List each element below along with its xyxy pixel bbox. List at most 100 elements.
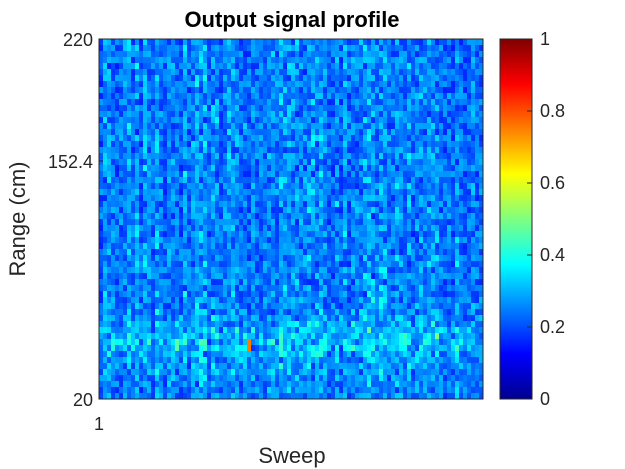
heatmap-cell [419, 369, 424, 376]
heatmap-cell [347, 195, 352, 202]
heatmap-cell [415, 159, 420, 166]
heatmap-cell [247, 105, 252, 112]
heatmap-cell [387, 297, 392, 304]
heatmap-cell [391, 357, 396, 364]
heatmap-cell [259, 201, 264, 208]
heatmap-cell [207, 117, 212, 124]
heatmap-cell [331, 321, 336, 328]
heatmap-cell [407, 129, 412, 136]
heatmap-cell [315, 219, 320, 226]
heatmap-cell [211, 75, 216, 82]
heatmap-cell [367, 171, 372, 178]
heatmap-cell [167, 213, 172, 220]
heatmap-cell [275, 285, 280, 292]
heatmap-cell [355, 105, 360, 112]
heatmap-cell [111, 249, 116, 256]
heatmap-cell [315, 93, 320, 100]
heatmap-cell [179, 357, 184, 364]
heatmap-cell [231, 291, 236, 298]
heatmap-cell [359, 57, 364, 64]
heatmap-cell [223, 261, 228, 268]
heatmap-cell [371, 63, 376, 70]
heatmap-cell [187, 345, 192, 352]
heatmap-cell [351, 261, 356, 268]
heatmap-cell [319, 369, 324, 376]
heatmap-cell [343, 159, 348, 166]
heatmap-cell [355, 171, 360, 178]
heatmap-cell [243, 75, 248, 82]
heatmap-cell [223, 327, 228, 334]
heatmap-cell [187, 369, 192, 376]
heatmap-cell [139, 105, 144, 112]
heatmap-cell [395, 357, 400, 364]
heatmap-cell [271, 189, 276, 196]
heatmap-cell [395, 237, 400, 244]
heatmap-cell [151, 147, 156, 154]
heatmap-cell [287, 321, 292, 328]
heatmap-cell [211, 141, 216, 148]
heatmap-cell [151, 63, 156, 70]
heatmap-cell [363, 231, 368, 238]
heatmap-cell [103, 129, 108, 136]
heatmap-cell [399, 297, 404, 304]
heatmap-cell [355, 147, 360, 154]
heatmap-cell [111, 393, 116, 400]
heatmap-cell [415, 219, 420, 226]
heatmap-cell [387, 141, 392, 148]
heatmap-cell [291, 171, 296, 178]
heatmap-cell [371, 321, 376, 328]
heatmap-cell [419, 279, 424, 286]
heatmap-cell [123, 153, 128, 160]
heatmap-cell [331, 237, 336, 244]
heatmap-cell [299, 315, 304, 322]
heatmap-cell [247, 237, 252, 244]
heatmap-cell [331, 357, 336, 364]
heatmap-cell [403, 195, 408, 202]
heatmap-cell [191, 267, 196, 274]
heatmap-cell [267, 249, 272, 256]
heatmap-cell [375, 39, 380, 46]
heatmap-cell [235, 57, 240, 64]
heatmap-cell [339, 345, 344, 352]
heatmap-cell [411, 75, 416, 82]
heatmap-cell [399, 123, 404, 130]
heatmap-cell [367, 135, 372, 142]
heatmap-cell [251, 351, 256, 358]
heatmap-cell [127, 135, 132, 142]
heatmap-cell [235, 297, 240, 304]
heatmap-cell [343, 153, 348, 160]
heatmap-cell [235, 207, 240, 214]
heatmap-cell [267, 201, 272, 208]
heatmap-cell [311, 63, 316, 70]
heatmap-cell [159, 303, 164, 310]
heatmap-cell [267, 45, 272, 52]
heatmap-cell [155, 81, 160, 88]
heatmap-cell [239, 117, 244, 124]
heatmap-cell [291, 387, 296, 394]
heatmap-cell [167, 183, 172, 190]
heatmap-cell [267, 267, 272, 274]
heatmap-cell [139, 201, 144, 208]
heatmap-cell [163, 345, 168, 352]
heatmap-cell [187, 363, 192, 370]
heatmap-cell [291, 339, 296, 346]
heatmap-cell [359, 177, 364, 184]
heatmap-cell [335, 225, 340, 232]
heatmap-cell [283, 387, 288, 394]
heatmap-cell [243, 261, 248, 268]
heatmap-cell [247, 279, 252, 286]
heatmap-cell [119, 177, 124, 184]
heatmap-cell [383, 195, 388, 202]
heatmap-cell [123, 135, 128, 142]
heatmap-cell [235, 63, 240, 70]
heatmap-cell [391, 309, 396, 316]
heatmap-cell [415, 93, 420, 100]
heatmap-cell [159, 237, 164, 244]
heatmap-cell [427, 369, 432, 376]
heatmap-cell [199, 93, 204, 100]
heatmap-cell [423, 87, 428, 94]
heatmap-cell [271, 219, 276, 226]
heatmap-cell [187, 309, 192, 316]
heatmap-cell [303, 177, 308, 184]
heatmap-cell [263, 207, 268, 214]
